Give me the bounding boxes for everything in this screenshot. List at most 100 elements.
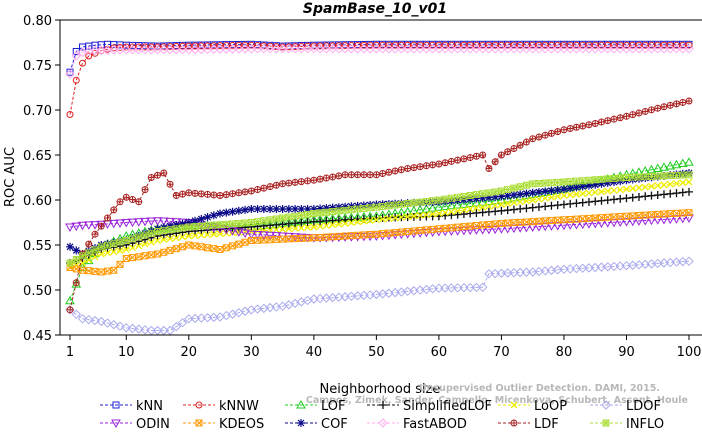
data-point xyxy=(360,205,368,212)
data-point xyxy=(90,45,100,56)
data-point xyxy=(260,217,268,225)
data-point xyxy=(460,155,468,163)
data-point xyxy=(559,185,568,194)
data-point xyxy=(598,175,605,183)
data-point xyxy=(422,211,430,219)
data-point xyxy=(252,44,263,54)
data-point xyxy=(416,163,424,171)
data-point xyxy=(291,178,299,186)
data-point xyxy=(240,229,250,239)
data-point xyxy=(541,179,549,187)
data-point xyxy=(591,180,600,189)
data-point xyxy=(684,214,694,224)
data-point xyxy=(671,44,682,54)
data-point xyxy=(685,209,693,217)
data-point xyxy=(577,220,588,230)
series-line xyxy=(69,48,689,75)
data-point xyxy=(534,188,544,198)
data-point xyxy=(377,44,388,54)
data-point xyxy=(404,228,412,235)
legend-marker xyxy=(602,419,610,427)
data-point xyxy=(247,187,255,195)
data-point xyxy=(391,229,399,237)
legend-item-kNNW: kNNW xyxy=(183,399,259,414)
data-point xyxy=(585,189,593,197)
x-axis: 1 10 20 30 40 50 60 70 80 90 100 xyxy=(66,335,701,360)
legend-marker xyxy=(378,418,388,428)
data-point xyxy=(297,211,305,219)
data-point xyxy=(85,249,93,257)
data-point xyxy=(204,190,212,198)
data-point xyxy=(447,224,455,232)
data-point xyxy=(227,44,238,54)
series-FastABOD xyxy=(65,44,694,79)
data-point xyxy=(115,321,125,331)
data-point xyxy=(397,213,405,221)
data-point xyxy=(635,109,643,117)
data-point xyxy=(472,194,481,203)
data-point xyxy=(85,52,93,60)
data-point xyxy=(410,212,418,220)
x-tick-label: 70 xyxy=(493,345,510,360)
legend-item-FastABOD: FastABOD xyxy=(367,417,467,432)
data-point xyxy=(485,165,493,172)
data-point xyxy=(284,205,293,213)
data-point xyxy=(410,199,418,207)
data-point xyxy=(678,44,688,54)
data-point xyxy=(129,235,136,243)
data-point xyxy=(152,217,163,226)
data-point xyxy=(479,151,487,159)
data-point xyxy=(234,206,243,215)
y-tick-label: 0.80 xyxy=(23,14,52,29)
data-point xyxy=(597,179,606,188)
data-point xyxy=(502,224,513,234)
data-point xyxy=(329,173,337,181)
x-tick-label: 40 xyxy=(306,345,323,360)
data-point xyxy=(371,44,382,54)
data-point xyxy=(65,223,75,233)
legend-item-ODIN: ODIN xyxy=(100,417,170,432)
data-point xyxy=(427,203,438,212)
data-point xyxy=(335,220,343,228)
data-point xyxy=(372,171,380,179)
data-point xyxy=(502,44,513,54)
data-point xyxy=(434,44,444,54)
data-point xyxy=(122,246,130,253)
data-point xyxy=(479,203,487,211)
data-point xyxy=(479,221,487,229)
data-point xyxy=(72,265,80,273)
data-point xyxy=(134,44,144,55)
data-point xyxy=(302,44,313,54)
data-point xyxy=(422,197,430,205)
data-point xyxy=(597,118,605,126)
legend-label: FastABOD xyxy=(403,417,467,432)
legend-marker xyxy=(296,399,306,409)
data-point xyxy=(404,165,412,172)
data-point xyxy=(659,215,669,225)
data-point xyxy=(104,249,111,257)
data-point xyxy=(604,117,612,125)
data-point xyxy=(197,222,205,230)
data-point xyxy=(235,219,243,227)
data-point xyxy=(160,169,168,177)
data-point xyxy=(158,217,169,227)
data-point xyxy=(652,163,663,172)
plot-area xyxy=(65,40,694,336)
legend-marker xyxy=(510,401,518,409)
data-point xyxy=(609,218,619,228)
data-point xyxy=(629,185,637,192)
legend-marker xyxy=(111,419,121,429)
data-point xyxy=(197,231,205,239)
data-point xyxy=(522,181,530,189)
data-point xyxy=(66,306,74,314)
series-LoOP xyxy=(66,178,693,271)
data-point xyxy=(465,226,476,236)
data-point xyxy=(522,189,531,198)
data-point xyxy=(466,192,474,199)
data-point xyxy=(435,196,443,204)
data-point xyxy=(634,44,644,54)
data-point xyxy=(648,172,655,180)
data-point xyxy=(366,217,374,224)
data-point xyxy=(96,316,106,327)
data-point xyxy=(285,225,293,233)
